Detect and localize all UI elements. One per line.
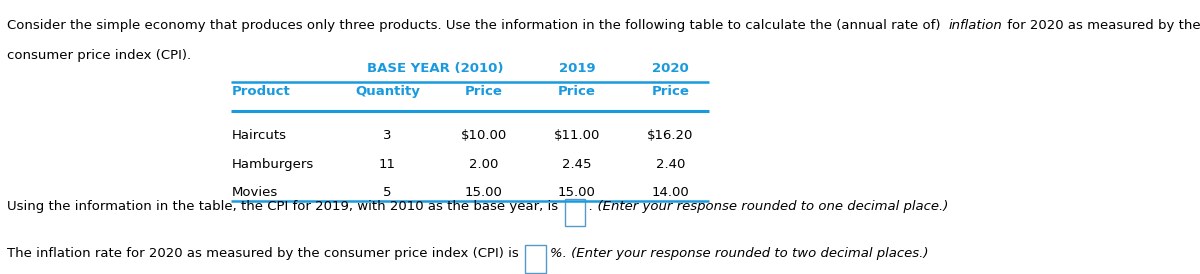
Text: 2.00: 2.00 xyxy=(469,158,498,171)
Text: $11.00: $11.00 xyxy=(553,129,600,142)
Text: Hamburgers: Hamburgers xyxy=(232,158,313,171)
Text: BASE YEAR (2010): BASE YEAR (2010) xyxy=(367,62,504,75)
Text: 15.00: 15.00 xyxy=(464,187,503,199)
Text: 2019: 2019 xyxy=(558,62,595,75)
Text: $10.00: $10.00 xyxy=(461,129,506,142)
Text: inflation: inflation xyxy=(949,19,1002,32)
Text: for 2020 as measured by the: for 2020 as measured by the xyxy=(1003,19,1200,32)
Text: 3: 3 xyxy=(383,129,391,142)
Text: Price: Price xyxy=(558,85,596,98)
Text: Haircuts: Haircuts xyxy=(232,129,287,142)
Text: . (Enter your response rounded to one decimal place.): . (Enter your response rounded to one de… xyxy=(589,200,948,213)
Text: 5: 5 xyxy=(383,187,391,199)
Text: consumer price index (CPI).: consumer price index (CPI). xyxy=(7,49,192,62)
Text: The inflation rate for 2020 as measured by the consumer price index (CPI) is: The inflation rate for 2020 as measured … xyxy=(7,247,523,259)
Text: Using the information in the table, the CPI for 2019, with 2010 as the base year: Using the information in the table, the … xyxy=(7,200,563,213)
Text: 2.40: 2.40 xyxy=(655,158,685,171)
Text: Price: Price xyxy=(464,85,503,98)
Text: Movies: Movies xyxy=(232,187,277,199)
Text: %. (Enter your response rounded to two decimal places.): %. (Enter your response rounded to two d… xyxy=(550,247,928,259)
Text: $16.20: $16.20 xyxy=(647,129,694,142)
FancyBboxPatch shape xyxy=(565,199,586,226)
Text: 15.00: 15.00 xyxy=(558,187,596,199)
Text: 2020: 2020 xyxy=(652,62,689,75)
Text: 14.00: 14.00 xyxy=(652,187,689,199)
Text: Price: Price xyxy=(652,85,689,98)
Text: Quantity: Quantity xyxy=(355,85,420,98)
Text: 2.45: 2.45 xyxy=(562,158,592,171)
Text: Consider the simple economy that produces only three products. Use the informati: Consider the simple economy that produce… xyxy=(7,19,946,32)
FancyBboxPatch shape xyxy=(526,245,546,273)
Text: Product: Product xyxy=(232,85,290,98)
Text: 11: 11 xyxy=(379,158,396,171)
